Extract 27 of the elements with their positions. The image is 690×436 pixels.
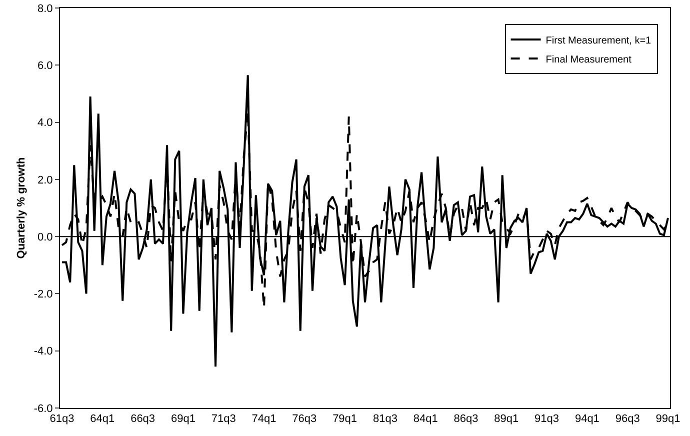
y-tick-label: 8.0 [38,2,53,15]
y-tick-label: -2.0 [34,288,53,301]
y-tick-label: -4.0 [34,346,53,358]
y-tick-label: 2.0 [38,174,53,186]
y-tick-label: 0.0 [38,231,53,244]
x-tick-label: 61q3 [50,413,74,426]
x-tick-label: 74q1 [252,413,276,426]
x-tick-label: 69q1 [170,413,196,426]
legend-label: Final Measurement [546,54,632,66]
x-tick-label: 86q3 [454,413,478,426]
y-tick-label: 4.0 [38,117,53,130]
x-tick-label: 76q3 [292,413,317,426]
legend-label: First Measurement, k=1 [546,35,652,46]
x-tick-label: 99q1 [656,413,680,426]
x-tick-label: 84q1 [413,413,438,426]
y-axis-title: Quarterly % growth [15,156,28,259]
x-tick-label: 96q3 [615,413,640,426]
y-tick-label: 6.0 [38,60,53,72]
x-tick-label: 66q3 [130,413,156,426]
x-tick-label: 64q1 [90,413,115,426]
x-tick-label: 71q3 [211,413,236,426]
x-tick-label: 79q1 [332,413,358,426]
x-tick-label: 94q1 [574,413,600,426]
x-tick-label: 91q3 [534,413,560,426]
x-tick-label: 89q1 [494,413,519,426]
y-tick-label: -6.0 [34,402,53,415]
x-tick-label: 81q3 [372,413,398,426]
